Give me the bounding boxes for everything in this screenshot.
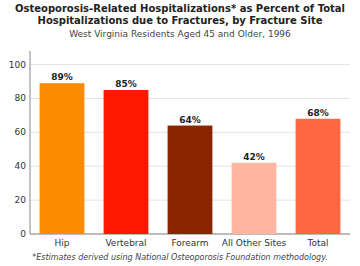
data-label: 85% <box>115 79 137 89</box>
x-tick-label: Forearm <box>171 238 208 248</box>
bar <box>296 119 341 234</box>
bars <box>40 83 341 234</box>
x-tick-label: Vertebral <box>105 238 146 248</box>
footnote: *Estimates derived using National Osteop… <box>32 253 328 262</box>
chart: Osteoporosis-Related Hospitalizations* a… <box>0 0 360 266</box>
data-label: 68% <box>307 108 329 118</box>
title-line: Osteoporosis-Related Hospitalizations* a… <box>15 3 345 14</box>
y-tick-label: 20 <box>15 195 27 205</box>
bar <box>168 126 213 234</box>
x-tick-label: All Other Sites <box>222 238 287 248</box>
y-tick-label: 100 <box>9 60 26 70</box>
grid-line <box>30 64 350 65</box>
bar <box>232 163 277 234</box>
bar <box>104 90 149 234</box>
bar <box>40 83 85 234</box>
y-axis-line <box>30 51 31 234</box>
data-label: 42% <box>243 152 265 162</box>
data-label: 89% <box>51 72 73 82</box>
title-line: Hospitalizations due to Fractures, by Fr… <box>38 15 323 26</box>
data-label: 64% <box>179 115 201 125</box>
y-tick-label: 80 <box>15 93 27 103</box>
x-tick-label: Hip <box>55 238 70 248</box>
y-tick-label: 60 <box>15 127 27 137</box>
x-tick-label: Total <box>306 238 328 248</box>
y-tick-label: 40 <box>15 161 27 171</box>
subtitle: West Virginia Residents Aged 45 and Olde… <box>69 29 291 39</box>
title: Osteoporosis-Related Hospitalizations* a… <box>15 3 345 26</box>
y-tick-label: 0 <box>20 229 26 239</box>
